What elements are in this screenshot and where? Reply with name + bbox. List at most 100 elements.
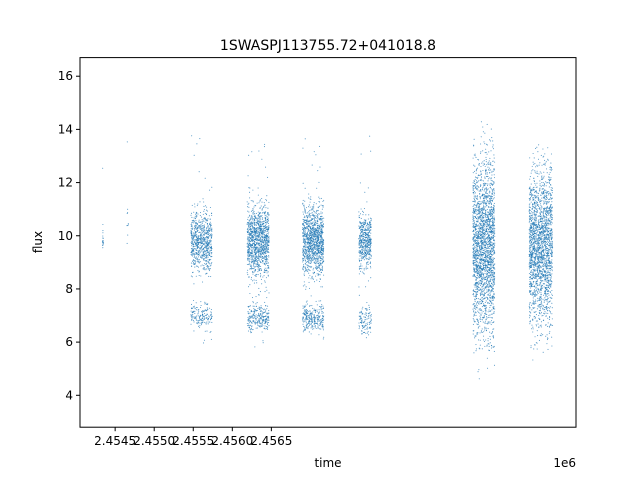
data-point [257,218,259,220]
data-point [314,251,316,253]
data-point [365,246,367,248]
data-point [249,315,251,317]
data-point [363,240,365,242]
data-point [262,240,264,242]
data-point [318,324,320,326]
data-point [309,227,312,230]
data-point [309,246,311,248]
data-point [314,317,316,319]
data-point [318,196,320,198]
data-point [261,321,263,323]
data-point [208,270,210,272]
data-point [255,296,257,298]
data-point [197,225,199,227]
data-point [247,254,249,256]
data-point [247,210,249,212]
data-point [315,218,317,220]
data-point [211,227,213,229]
data-point [261,283,263,285]
data-point [472,219,474,221]
data-point [197,254,199,256]
data-point [303,329,305,331]
data-point [268,237,270,239]
data-point [481,310,483,312]
data-point [259,219,261,221]
data-point [205,268,207,270]
data-point [483,248,485,250]
data-point [313,242,315,244]
data-point [247,231,249,233]
data-point [266,248,268,250]
data-point [211,252,213,254]
data-point [255,275,257,277]
data-point [315,154,317,156]
data-point [315,264,317,266]
data-point [321,318,323,321]
data-point [366,201,368,203]
data-point [312,222,314,224]
data-point [209,319,212,321]
data-point [268,231,270,233]
data-point [318,261,320,263]
data-point [194,308,196,310]
data-point [198,225,201,227]
data-point [490,140,492,142]
data-point [197,315,199,317]
data-point [253,305,255,307]
data-point [250,315,252,317]
data-point [492,278,494,280]
data-point [211,186,213,188]
data-point [207,303,209,305]
data-point [369,311,371,313]
data-point [247,239,249,241]
data-point [319,241,321,243]
data-point [203,252,205,254]
data-point [266,249,269,251]
data-point [309,305,311,307]
data-point [480,291,482,294]
data-point [208,243,210,245]
data-point [318,270,320,273]
data-point [320,328,322,330]
data-point [206,261,208,263]
data-point [306,261,308,263]
data-point [252,302,254,304]
data-point [255,229,258,231]
data-point [316,309,318,311]
data-point [307,215,309,217]
data-point [208,236,210,238]
data-point [254,269,257,271]
data-point [248,224,250,226]
data-point [207,232,209,234]
data-point [259,270,261,272]
data-point [364,326,366,328]
data-point [201,311,203,313]
data-point [262,312,265,314]
data-point [317,210,319,212]
data-point [259,250,261,252]
data-point [474,220,476,222]
data-point [264,261,267,263]
data-point [254,346,256,348]
data-point [304,208,306,210]
data-point [358,225,360,227]
data-point [208,248,210,250]
data-point [359,321,362,323]
data-point [249,268,251,270]
data-point [302,268,304,270]
data-point [262,317,265,319]
data-point [308,311,310,313]
data-point [194,259,196,261]
data-point [479,307,481,310]
data-point [251,316,253,318]
data-point [252,234,254,236]
data-point [484,232,486,234]
data-point [197,320,200,322]
data-point [305,246,307,248]
data-point [250,278,252,280]
data-point [265,247,267,249]
data-point [368,250,370,252]
data-point [248,243,250,245]
data-point [258,202,260,204]
data-point [369,326,371,329]
